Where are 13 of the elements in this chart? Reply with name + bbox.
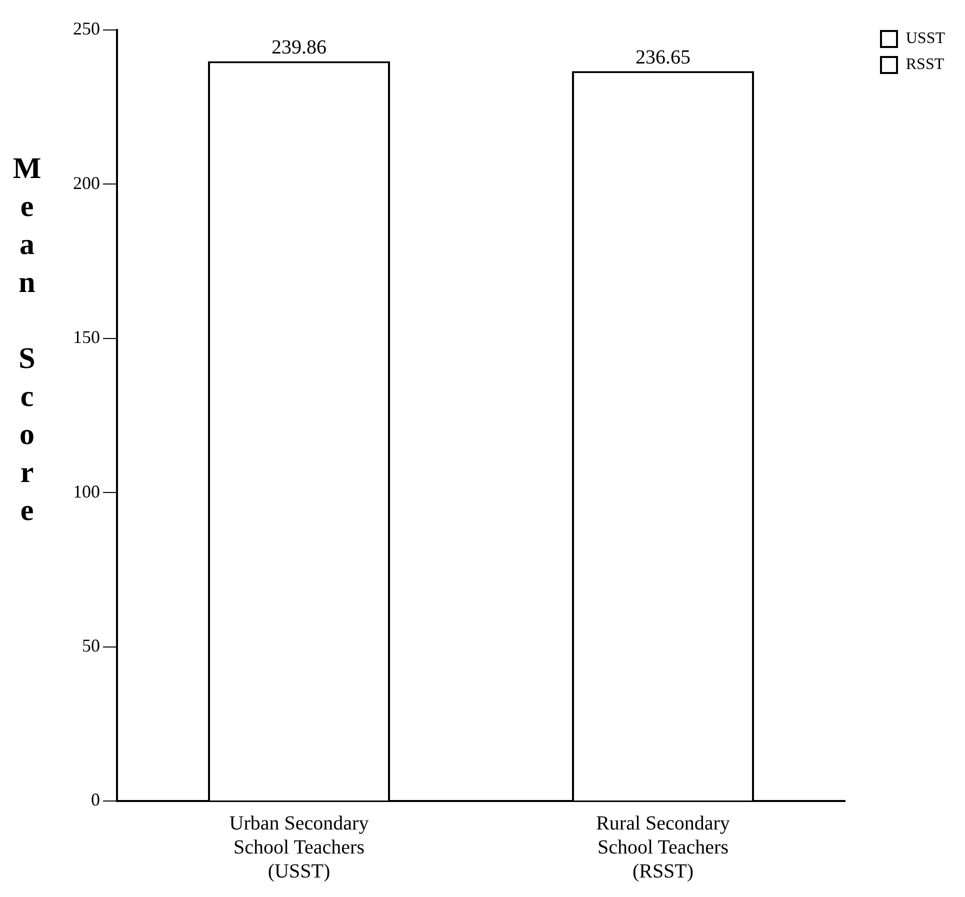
data-label: 236.65 (636, 46, 690, 68)
text: Mean Score (12, 152, 42, 527)
y-tick-label: 250 (73, 18, 100, 39)
y-tick-label: 50 (82, 636, 100, 656)
y-tick-label: 200 (73, 172, 100, 193)
y-tick-label: 100 (73, 481, 100, 502)
text: RSST (906, 56, 944, 74)
y-tick-label: 0 (91, 790, 100, 810)
y-tick-label: 150 (73, 327, 100, 348)
data-label: 239.86 (272, 36, 326, 59)
x-tick-label: Urban Secondary School Teachers (USST) (229, 812, 369, 882)
x-tick-label: Rural Secondary School Teachers (RSST) (596, 812, 730, 882)
text: USST (906, 30, 945, 48)
